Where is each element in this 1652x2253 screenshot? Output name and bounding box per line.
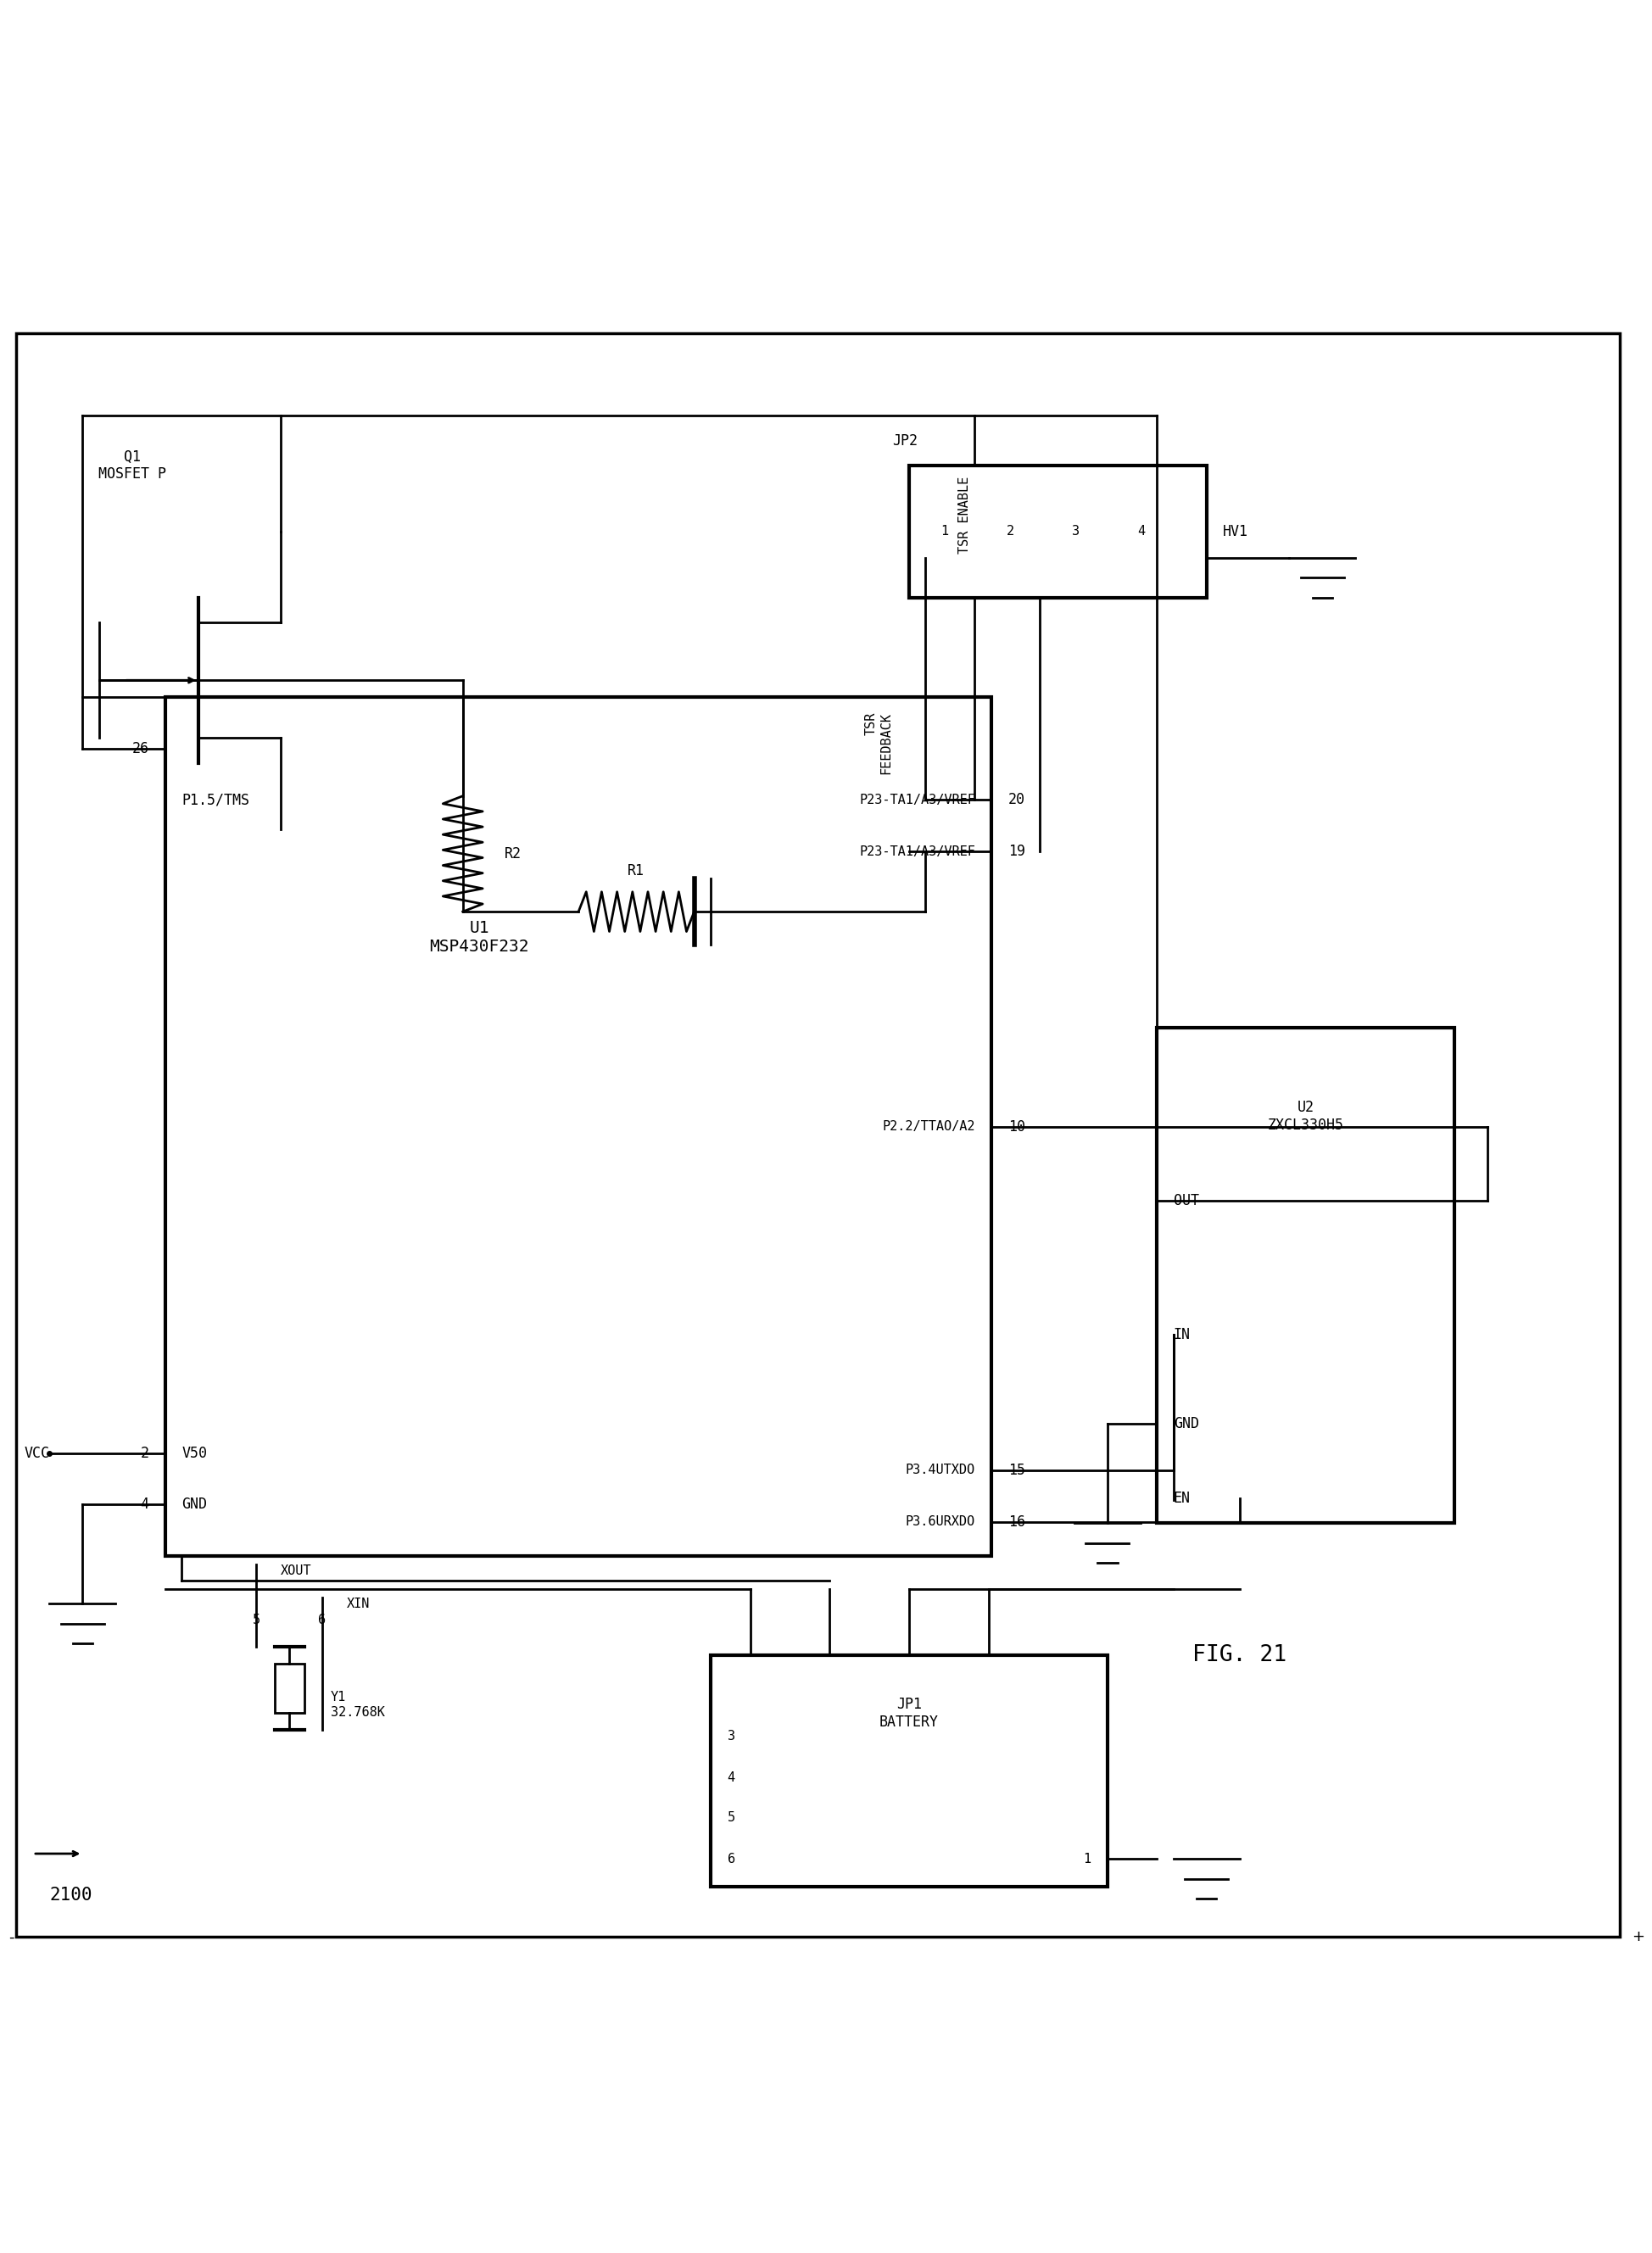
Bar (274, 1663, 304, 1712)
Text: R2: R2 (504, 847, 520, 861)
Text: 3: 3 (727, 1730, 735, 1742)
Text: XOUT: XOUT (281, 1564, 312, 1577)
Text: P2.2/TTAO/A2: P2.2/TTAO/A2 (882, 1120, 975, 1133)
Text: U2
ZXCL330H5: U2 ZXCL330H5 (1267, 1099, 1343, 1133)
Text: 2: 2 (1006, 525, 1014, 538)
Text: P3.6URXDO: P3.6URXDO (905, 1516, 975, 1528)
Text: 5: 5 (727, 1811, 735, 1823)
Text: VCC: VCC (25, 1446, 50, 1460)
Text: OUT: OUT (1173, 1194, 1198, 1208)
Text: 19: 19 (1008, 845, 1024, 858)
Text: 6: 6 (319, 1613, 325, 1627)
Text: P3.4UTXDO: P3.4UTXDO (905, 1464, 975, 1476)
Bar (909, 466, 1206, 597)
Text: 3: 3 (1070, 525, 1079, 538)
Text: 20: 20 (1008, 793, 1024, 807)
Text: 15: 15 (1008, 1462, 1024, 1478)
Text: GND: GND (182, 1496, 206, 1512)
Text: XIN: XIN (347, 1597, 370, 1611)
Text: P23-TA1/A3/VREF: P23-TA1/A3/VREF (859, 793, 975, 807)
Text: R1: R1 (628, 863, 644, 879)
Bar (710, 1656, 1107, 1886)
Text: 4: 4 (1137, 525, 1145, 538)
Text: -: - (8, 1929, 13, 1944)
Text: GND: GND (1173, 1417, 1198, 1431)
Bar (1156, 1027, 1454, 1523)
Text: TSR ENABLE: TSR ENABLE (958, 475, 971, 554)
Text: P1.5/TMS: P1.5/TMS (182, 793, 249, 807)
Text: 4: 4 (140, 1496, 149, 1512)
Text: JP2: JP2 (892, 433, 917, 448)
Text: EN: EN (1173, 1491, 1189, 1505)
Text: P23-TA1/A3/VREF: P23-TA1/A3/VREF (859, 845, 975, 858)
Text: TSR
FEEDBACK: TSR FEEDBACK (864, 712, 892, 775)
Text: Y1
32.768K: Y1 32.768K (330, 1692, 385, 1719)
Text: 1: 1 (1082, 1852, 1090, 1865)
Text: 16: 16 (1008, 1514, 1024, 1530)
Text: 10: 10 (1008, 1120, 1024, 1133)
Bar (165, 696, 991, 1557)
Text: 2: 2 (140, 1446, 149, 1460)
Text: IN: IN (1173, 1327, 1189, 1343)
Text: FIG. 21: FIG. 21 (1191, 1645, 1287, 1667)
Text: +: + (1631, 1929, 1644, 1944)
Text: 1: 1 (940, 525, 948, 538)
Text: U1
MSP430F232: U1 MSP430F232 (430, 919, 529, 955)
Text: 2100: 2100 (50, 1886, 93, 1904)
Text: V50: V50 (182, 1446, 206, 1460)
Text: 4: 4 (727, 1771, 735, 1784)
Text: 6: 6 (727, 1852, 735, 1865)
Text: Q1
MOSFET P: Q1 MOSFET P (97, 448, 167, 482)
Text: JP1
BATTERY: JP1 BATTERY (879, 1697, 938, 1730)
Text: 26: 26 (132, 741, 149, 757)
Text: HV1: HV1 (1222, 525, 1247, 538)
Text: 5: 5 (253, 1613, 259, 1627)
